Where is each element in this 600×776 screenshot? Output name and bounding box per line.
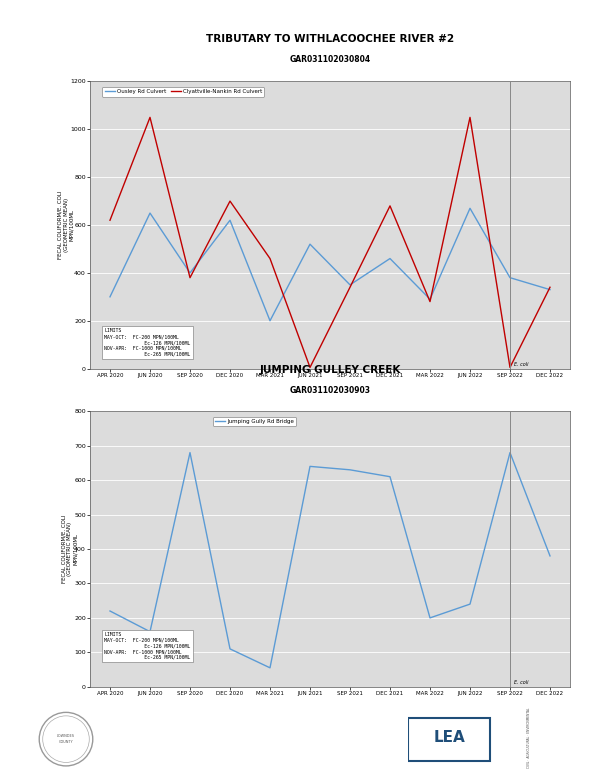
Ousley Rd Culvert xyxy=(266,316,274,325)
Clyattville-Nankin Rd Culvert xyxy=(506,362,514,372)
Jumping Gully Rd Bridge xyxy=(106,606,113,615)
Text: LIMITS
MAY-OCT:  FC-200 MPN/100ML
              Ec-126 MPN/100ML
NOV-APR:  FC-10: LIMITS MAY-OCT: FC-200 MPN/100ML Ec-126 … xyxy=(104,632,191,660)
Ousley Rd Culvert xyxy=(106,292,113,301)
Y-axis label: FECAL COLIFORM/E. COLI
(GEOMETRIC MEAN)
MPN/100ML: FECAL COLIFORM/E. COLI (GEOMETRIC MEAN) … xyxy=(58,191,74,259)
Jumping Gully Rd Bridge xyxy=(506,448,514,457)
Clyattville-Nankin Rd Culvert xyxy=(266,254,274,263)
Text: LEA: LEA xyxy=(433,730,465,746)
Clyattville-Nankin Rd Culvert xyxy=(466,113,473,122)
Clyattville-Nankin Rd Culvert xyxy=(547,282,554,292)
Text: JUMPING GULLEY CREEK: JUMPING GULLEY CREEK xyxy=(259,365,401,376)
Text: TRIBUTARY TO WITHLACOOCHEE RIVER #2: TRIBUTARY TO WITHLACOOCHEE RIVER #2 xyxy=(206,34,454,44)
Text: GAR031102030804: GAR031102030804 xyxy=(289,55,371,64)
Legend: Ousley Rd Culvert, Clyattville-Nankin Rd Culvert: Ousley Rd Culvert, Clyattville-Nankin Rd… xyxy=(103,87,264,96)
Clyattville-Nankin Rd Culvert xyxy=(146,113,154,122)
Jumping Gully Rd Bridge xyxy=(187,448,194,457)
Ousley Rd Culvert xyxy=(466,203,473,213)
Jumping Gully Rd Bridge xyxy=(466,599,473,608)
Ousley Rd Culvert xyxy=(307,240,314,249)
Jumping Gully Rd Bridge xyxy=(346,465,353,474)
Clyattville-Nankin Rd Culvert xyxy=(386,201,394,210)
Ousley Rd Culvert xyxy=(226,216,233,225)
Line: Ousley Rd Culvert: Ousley Rd Culvert xyxy=(110,208,550,320)
Text: LIMITS
MAY-OCT:  FC-200 MPN/100ML
              Ec-126 MPN/100ML
NOV-APR:  FC-10: LIMITS MAY-OCT: FC-200 MPN/100ML Ec-126 … xyxy=(104,328,191,357)
Text: COUNTY: COUNTY xyxy=(59,740,73,744)
Ousley Rd Culvert xyxy=(427,295,434,304)
Clyattville-Nankin Rd Culvert xyxy=(427,297,434,307)
Ousley Rd Culvert xyxy=(386,254,394,263)
Text: CIVIL · AGRICULTURAL · ENVIRONMENTAL: CIVIL · AGRICULTURAL · ENVIRONMENTAL xyxy=(527,708,531,768)
Ousley Rd Culvert xyxy=(187,268,194,278)
Ousley Rd Culvert xyxy=(146,209,154,218)
Clyattville-Nankin Rd Culvert xyxy=(346,282,353,292)
Ousley Rd Culvert xyxy=(346,280,353,289)
Clyattville-Nankin Rd Culvert xyxy=(226,196,233,206)
Line: Clyattville-Nankin Rd Culvert: Clyattville-Nankin Rd Culvert xyxy=(110,117,550,367)
Jumping Gully Rd Bridge xyxy=(307,462,314,471)
Clyattville-Nankin Rd Culvert xyxy=(106,216,113,225)
Jumping Gully Rd Bridge xyxy=(266,663,274,673)
Jumping Gully Rd Bridge xyxy=(146,627,154,636)
Clyattville-Nankin Rd Culvert xyxy=(187,273,194,282)
Jumping Gully Rd Bridge xyxy=(386,472,394,481)
Jumping Gully Rd Bridge xyxy=(547,551,554,560)
Text: E. coli: E. coli xyxy=(514,362,529,367)
Line: Jumping Gully Rd Bridge: Jumping Gully Rd Bridge xyxy=(110,452,550,668)
Text: LOWNDES: LOWNDES xyxy=(57,734,75,738)
Ousley Rd Culvert xyxy=(506,273,514,282)
Jumping Gully Rd Bridge xyxy=(226,644,233,653)
Text: E. coli: E. coli xyxy=(514,680,529,685)
Y-axis label: FECAL COLIFORM/E. COLI
(GEOMETRIC MEAN)
MPN/100ML: FECAL COLIFORM/E. COLI (GEOMETRIC MEAN) … xyxy=(62,514,78,584)
Clyattville-Nankin Rd Culvert xyxy=(307,362,314,372)
Text: GAR031102030903: GAR031102030903 xyxy=(290,386,371,395)
Ousley Rd Culvert xyxy=(547,285,554,294)
Legend: Jumping Gully Rd Bridge: Jumping Gully Rd Bridge xyxy=(213,417,296,426)
FancyBboxPatch shape xyxy=(408,718,490,760)
Jumping Gully Rd Bridge xyxy=(427,613,434,622)
